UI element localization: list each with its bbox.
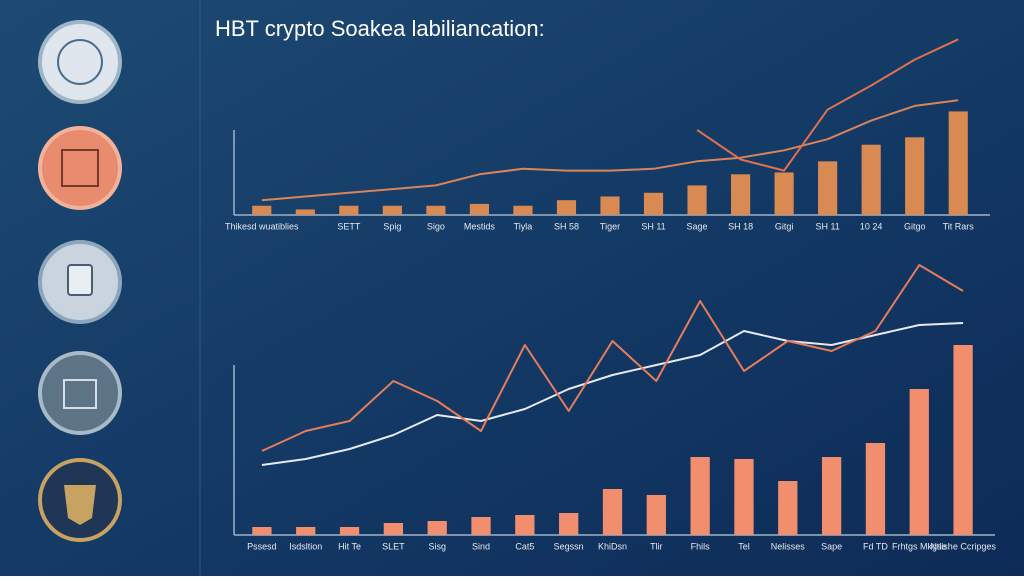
x-tick-label: Hit Te xyxy=(338,541,361,551)
x-tick-label: Spig xyxy=(383,221,401,231)
bar xyxy=(778,481,798,535)
bar xyxy=(469,203,489,215)
bar xyxy=(687,185,707,215)
x-tick-label: SH 11 xyxy=(641,221,665,231)
x-tick-label: SETT xyxy=(337,221,361,231)
bar xyxy=(865,443,886,535)
x-tick-label: Sind xyxy=(472,541,490,551)
bar xyxy=(731,174,751,215)
bar xyxy=(471,517,491,535)
x-tick-label: Nelisses xyxy=(771,541,806,551)
bar xyxy=(821,457,842,535)
bar xyxy=(690,457,710,535)
x-tick-label: Fd TD xyxy=(863,541,888,551)
bar xyxy=(948,111,968,215)
x-tick-label: Pssesd xyxy=(247,541,277,551)
x-tick-label: Gitgo xyxy=(904,221,926,231)
bar xyxy=(426,205,446,215)
icon xyxy=(67,264,93,296)
x-tick-label: Sage xyxy=(687,221,708,231)
bar xyxy=(295,209,315,215)
chart-title: HBT crypto Soakea labiliancation: xyxy=(215,16,545,41)
x-tick-label: Sape xyxy=(821,541,842,551)
bar xyxy=(818,161,838,215)
x-tick-label: Segssn xyxy=(554,541,584,551)
bar xyxy=(383,523,404,535)
x-tick-label: Cat5 xyxy=(515,541,534,551)
bar xyxy=(339,205,359,215)
bar xyxy=(252,527,272,535)
x-tick-label: Isdsltion xyxy=(289,541,322,551)
bar xyxy=(734,459,754,535)
icon xyxy=(38,20,122,104)
bar xyxy=(559,513,579,535)
x-tick-label: Tiger xyxy=(600,221,620,231)
x-tick-label: Sigo xyxy=(427,221,445,231)
bar xyxy=(905,137,925,215)
icon xyxy=(57,39,103,85)
line xyxy=(261,264,964,452)
line xyxy=(261,322,964,466)
bar xyxy=(602,489,623,535)
x-tick-label: SH 18 xyxy=(728,221,753,231)
bar xyxy=(252,205,272,215)
bar xyxy=(513,205,533,215)
bar xyxy=(427,521,447,535)
x-tick-label: Ntlishe Ccripges xyxy=(930,541,996,551)
x-tick-label: Tit Rars xyxy=(943,221,975,231)
icon xyxy=(38,126,122,210)
bar xyxy=(861,144,881,215)
line xyxy=(261,99,959,202)
bar xyxy=(339,527,360,535)
icon xyxy=(61,149,99,187)
bar xyxy=(515,515,535,535)
x-tick-label: Frhtgs Mkgse xyxy=(892,541,947,551)
x-tick-label: 10 24 xyxy=(860,221,883,231)
x-tick-label: SLET xyxy=(382,541,405,551)
bar xyxy=(909,389,929,535)
bar xyxy=(774,172,794,215)
x-tick-label: SH 58 xyxy=(554,221,579,231)
x-tick-label: SH 11 xyxy=(815,221,839,231)
line xyxy=(696,38,959,172)
x-tick-label: Tel xyxy=(738,541,750,551)
x-tick-label: Mestids xyxy=(464,221,496,231)
bar xyxy=(646,495,666,535)
bar xyxy=(643,192,664,215)
bar xyxy=(296,527,316,535)
bar xyxy=(600,196,620,215)
bar xyxy=(382,205,402,215)
x-tick-label: KhiDsn xyxy=(598,541,627,551)
bar xyxy=(953,345,973,535)
icons xyxy=(38,20,122,542)
x-tick-label: Tlir xyxy=(650,541,663,551)
icon xyxy=(63,379,97,409)
x-tick-label: Sisg xyxy=(428,541,446,551)
x-tick-label: Tiyla xyxy=(514,221,533,231)
icon xyxy=(38,351,122,435)
x-tick-label: Thikesd wuatiblies xyxy=(225,221,299,231)
x-tick-label: Fhils xyxy=(691,541,711,551)
icon xyxy=(64,485,96,525)
bar xyxy=(556,200,577,215)
x-tick-label: Gitgi xyxy=(775,221,794,231)
